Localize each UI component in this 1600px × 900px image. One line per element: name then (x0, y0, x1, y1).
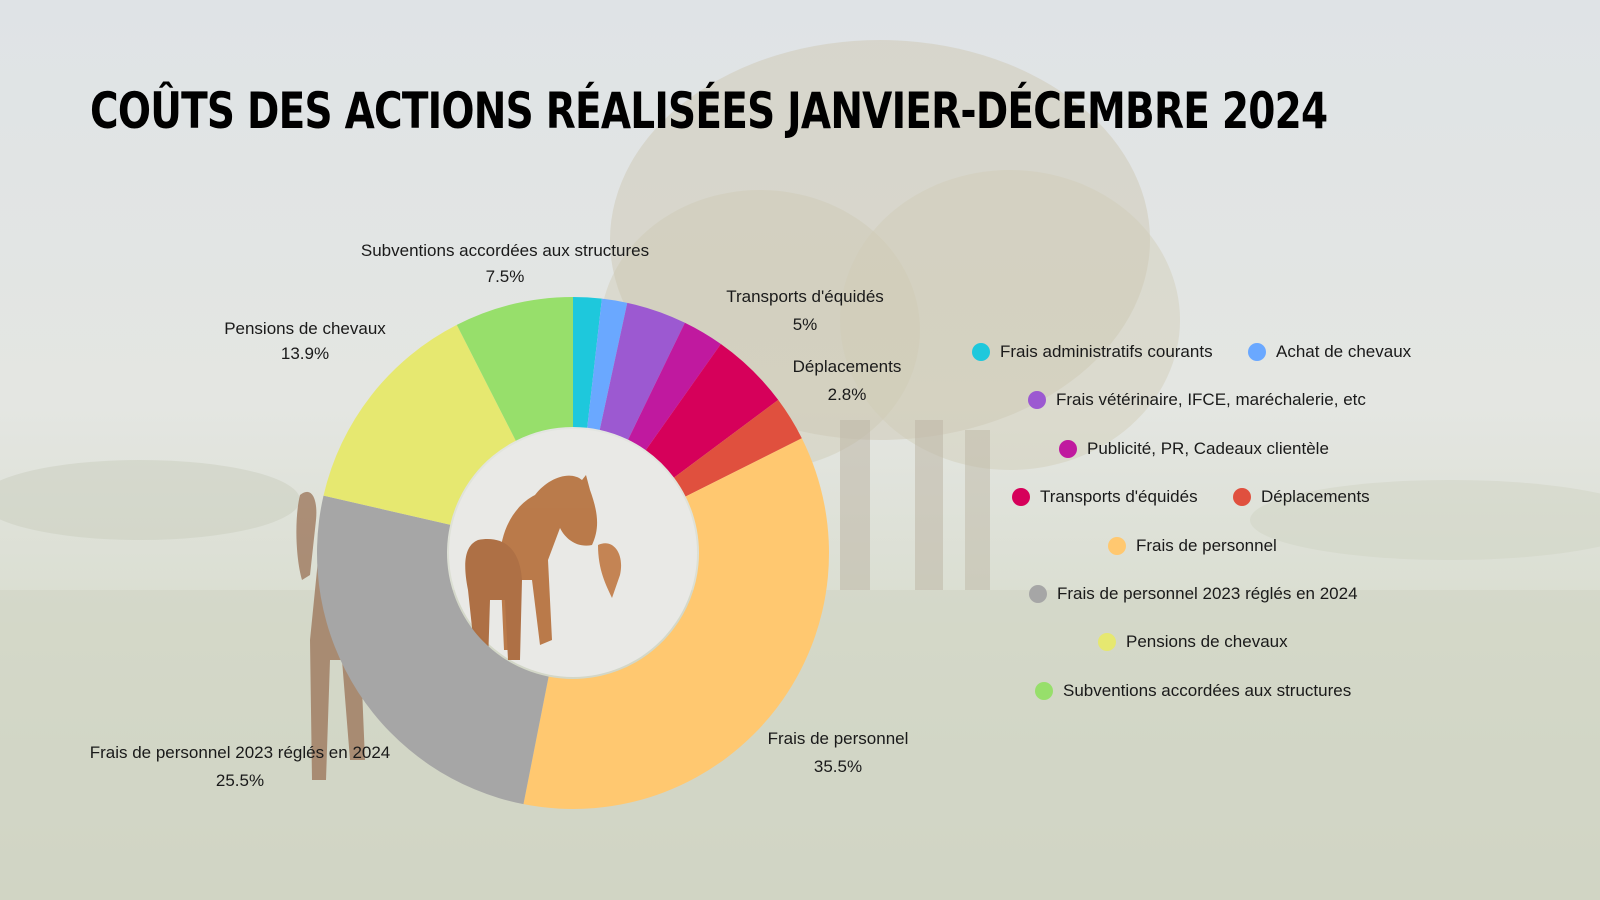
legend-label: Frais administratifs courants (1000, 342, 1213, 361)
legend-item-achat-de-chevaux[interactable]: Achat de chevaux (1248, 342, 1411, 362)
legend-item-frais-de-personnel-2023-regles-en-2024[interactable]: Frais de personnel 2023 réglés en 2024 (1029, 584, 1358, 604)
slice-label-name: Frais de personnel (768, 729, 909, 748)
legend-label: Pensions de chevaux (1126, 632, 1288, 651)
slice-label-value: 2.8% (828, 385, 867, 404)
slice-pensions-de-chevaux[interactable] (323, 324, 516, 525)
legend-item-frais-veterinaire-ifce-marechalerie-etc[interactable]: Frais vétérinaire, IFCE, maréchalerie, e… (1028, 390, 1366, 410)
legend-label: Achat de chevaux (1276, 342, 1412, 361)
legend-dot-icon (1028, 391, 1046, 409)
legend-label: Frais vétérinaire, IFCE, maréchalerie, e… (1056, 390, 1366, 409)
legend-label: Subventions accordées aux structures (1063, 681, 1352, 700)
legend-dot-icon (1012, 488, 1030, 506)
slice-publicite-pr-cadeaux-clientele[interactable] (628, 322, 721, 451)
legend-dot-icon (1108, 537, 1126, 555)
slice-frais-administratifs-courants[interactable] (573, 297, 602, 428)
legend-item-publicite-pr-cadeaux-clientele[interactable]: Publicité, PR, Cadeaux clientèle (1059, 439, 1329, 459)
slice-frais-veterinaire-ifce-marechalerie-etc[interactable] (599, 302, 685, 440)
slice-label-name: Pensions de chevaux (224, 319, 386, 338)
slice-label-value: 5% (793, 315, 818, 334)
slice-label-name: Transports d'équidés (726, 287, 884, 306)
legend-dot-icon (1059, 440, 1077, 458)
slice-deplacements[interactable] (673, 399, 802, 497)
legend-item-transports-d-equides[interactable]: Transports d'équidés (1012, 487, 1198, 507)
legend-label: Frais de personnel 2023 réglés en 2024 (1057, 584, 1358, 603)
legend-label: Déplacements (1261, 487, 1370, 506)
legend-dot-icon (972, 343, 990, 361)
legend-item-pensions-de-chevaux[interactable]: Pensions de chevaux (1098, 632, 1288, 652)
slice-label-value: 25.5% (216, 771, 264, 790)
slice-achat-de-chevaux[interactable] (587, 298, 628, 430)
slice-transports-d-equides[interactable] (645, 344, 779, 478)
slice-label-name: Déplacements (793, 357, 902, 376)
slice-label-name: Subventions accordées aux structures (361, 241, 649, 260)
slice-label-value: 7.5% (486, 267, 525, 286)
legend-item-subventions-accordees-aux-structures[interactable]: Subventions accordées aux structures (1035, 681, 1351, 701)
legend-dot-icon (1098, 633, 1116, 651)
slice-frais-de-personnel[interactable] (523, 438, 830, 809)
legend-dot-icon (1029, 585, 1047, 603)
legend-label: Publicité, PR, Cadeaux clientèle (1087, 439, 1329, 458)
legend-item-frais-administratifs-courants[interactable]: Frais administratifs courants (972, 342, 1213, 362)
slice-subventions-accordees-aux-structures[interactable] (456, 297, 573, 441)
slice-label-name: Frais de personnel 2023 réglés en 2024 (90, 743, 391, 762)
legend-dot-icon (1233, 488, 1251, 506)
legend-item-deplacements[interactable]: Déplacements (1233, 487, 1370, 507)
slice-label-value: 35.5% (814, 757, 862, 776)
legend-dot-icon (1248, 343, 1266, 361)
legend-label: Transports d'équidés (1040, 487, 1198, 506)
legend-label: Frais de personnel (1136, 536, 1277, 555)
slice-label-value: 13.9% (281, 344, 329, 363)
page-title: COÛTS DES ACTIONS RÉALISÉES JANVIER-DÉCE… (90, 82, 1328, 140)
legend-item-frais-de-personnel[interactable]: Frais de personnel (1108, 536, 1277, 556)
slice-frais-de-personnel-2023-regles-en-2024[interactable] (316, 495, 549, 805)
horse-illustration (465, 475, 622, 665)
legend-dot-icon (1035, 682, 1053, 700)
